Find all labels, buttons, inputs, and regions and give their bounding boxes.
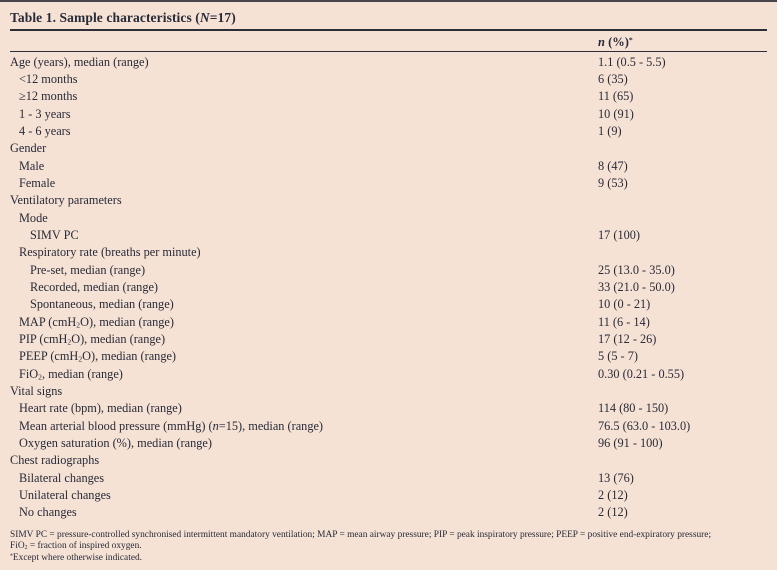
table-row: Respiratory rate (breaths per minute)	[10, 244, 767, 261]
row-value	[598, 192, 767, 209]
row-label: Unilateral changes	[19, 488, 111, 503]
table-row: Chest radiographs	[10, 452, 767, 469]
table-row: Unilateral changes 2 (12)	[10, 487, 767, 504]
table-row: MAP (cmH2O), median (range) 11 (6 - 14)	[10, 314, 767, 331]
row-label: Heart rate (bpm), median (range)	[19, 401, 182, 416]
column-header-n-percent: n (%)*	[598, 35, 633, 49]
row-value: 2 (12)	[598, 505, 628, 520]
table-row: <12 months 6 (35)	[10, 71, 767, 88]
footnote-abbreviations-line2: FiO2 = fraction of inspired oxygen.	[10, 541, 142, 552]
row-value: 10 (0 - 21)	[598, 297, 651, 312]
row-label: Male	[19, 158, 45, 173]
table-row: Female 9 (53)	[10, 175, 767, 192]
row-value: 17 (12 - 26)	[598, 332, 657, 346]
table-row: Spontaneous, median (range) 10 (0 - 21)	[10, 296, 767, 313]
row-value: 2 (12)	[598, 488, 628, 503]
row-value	[598, 244, 767, 261]
row-value	[598, 140, 767, 157]
row-value: 0.30 (0.21 - 0.55)	[598, 366, 685, 381]
row-value: 114 (80 - 150)	[598, 401, 669, 416]
table-row: Oxygen saturation (%), median (range) 96…	[10, 435, 767, 452]
row-label: <12 months	[19, 71, 78, 86]
row-label: Oxygen saturation (%), median (range)	[19, 436, 212, 451]
table-row: Pre-set, median (range) 25 (13.0 - 35.0)	[10, 262, 767, 279]
table-row: Ventilatory parameters	[10, 192, 767, 209]
table-row: FiO2, median (range) 0.30 (0.21 - 0.55)	[10, 366, 767, 383]
row-label: 1 - 3 years	[19, 106, 71, 121]
sample-characteristics-table: Table 1. Sample characteristics (N=17) n…	[0, 0, 777, 570]
table-row: SIMV PC 17 (100)	[10, 227, 767, 244]
row-label: MAP (cmH2O), median (range)	[19, 314, 174, 330]
row-value: 8 (47)	[598, 158, 628, 173]
row-label: Ventilatory parameters	[10, 193, 122, 208]
table-row: Gender	[10, 140, 767, 157]
column-header-row: n (%)*	[10, 31, 767, 51]
row-value: 10 (91)	[598, 106, 634, 121]
table-row: Recorded, median (range) 33 (21.0 - 50.0…	[10, 279, 767, 296]
title-rule	[10, 29, 767, 31]
table-title: Table 1. Sample characteristics (N=17)	[10, 10, 236, 25]
row-value: 11 (65)	[598, 89, 634, 104]
table-row: No changes 2 (12)	[10, 504, 767, 521]
row-label: Pre-set, median (range)	[30, 262, 146, 277]
table-body: Age (years), median (range) 1.1 (0.5 - 5…	[10, 52, 767, 522]
table-row: PEEP (cmH2O), median (range) 5 (5 - 7)	[10, 348, 767, 365]
row-label: PEEP (cmH2O), median (range)	[19, 349, 177, 364]
table-row: Vital signs	[10, 383, 767, 400]
row-label: No changes	[19, 505, 77, 520]
row-label: Gender	[10, 141, 47, 156]
table-row: Male 8 (47)	[10, 158, 767, 175]
row-label: FiO2, median (range)	[19, 366, 123, 382]
row-label: PIP (cmH2O), median (range)	[19, 332, 166, 347]
row-label: 4 - 6 years	[19, 123, 71, 138]
table-row: Age (years), median (range) 1.1 (0.5 - 5…	[10, 54, 767, 71]
table-row: 1 - 3 years 10 (91)	[10, 106, 767, 123]
row-label: Female	[19, 175, 56, 190]
row-value: 33 (21.0 - 50.0)	[598, 279, 675, 294]
row-value: 96 (91 - 100)	[598, 436, 663, 451]
table-row: Mode	[10, 210, 767, 227]
row-label: Age (years), median (range)	[10, 54, 149, 69]
row-value: 17 (100)	[598, 227, 641, 242]
row-value	[598, 383, 767, 400]
row-label: Vital signs	[10, 384, 63, 399]
row-value: 25 (13.0 - 35.0)	[598, 262, 675, 277]
table-row: Mean arterial blood pressure (mmHg) (n=1…	[10, 418, 767, 435]
header-rule	[10, 51, 767, 52]
table-row: Heart rate (bpm), median (range) 114 (80…	[10, 400, 767, 417]
row-value: 9 (53)	[598, 175, 628, 190]
row-value: 13 (76)	[598, 470, 634, 485]
table-row: PIP (cmH2O), median (range) 17 (12 - 26)	[10, 331, 767, 348]
row-value: 76.5 (63.0 - 103.0)	[598, 418, 691, 433]
table-row: ≥12 months 11 (65)	[10, 88, 767, 105]
row-value: 1 (9)	[598, 123, 622, 138]
row-label: Spontaneous, median (range)	[30, 297, 174, 312]
row-label: Mode	[19, 210, 48, 225]
row-value: 5 (5 - 7)	[598, 349, 638, 364]
row-label: ≥12 months	[19, 89, 78, 104]
row-label: Respiratory rate (breaths per minute)	[19, 245, 201, 260]
row-label: SIMV PC	[30, 227, 79, 242]
row-label: Recorded, median (range)	[30, 279, 159, 294]
row-label: Bilateral changes	[19, 470, 105, 485]
row-value	[598, 452, 767, 469]
table-footnotes: SIMV PC = pressure-controlled synchronis…	[10, 522, 767, 565]
table-row: 4 - 6 years 1 (9)	[10, 123, 767, 140]
footnote-asterisk: *Except where otherwise indicated.	[10, 552, 143, 563]
row-value: 1.1 (0.5 - 5.5)	[598, 54, 666, 69]
row-label: Chest radiographs	[10, 453, 100, 468]
table-row: Bilateral changes 13 (76)	[10, 470, 767, 487]
footnote-abbreviations-line1: SIMV PC = pressure-controlled synchronis…	[10, 529, 712, 540]
row-label: Mean arterial blood pressure (mmHg) (n=1…	[19, 418, 324, 433]
row-value: 6 (35)	[598, 71, 628, 86]
row-value	[598, 210, 767, 227]
row-value: 11 (6 - 14)	[598, 314, 650, 329]
